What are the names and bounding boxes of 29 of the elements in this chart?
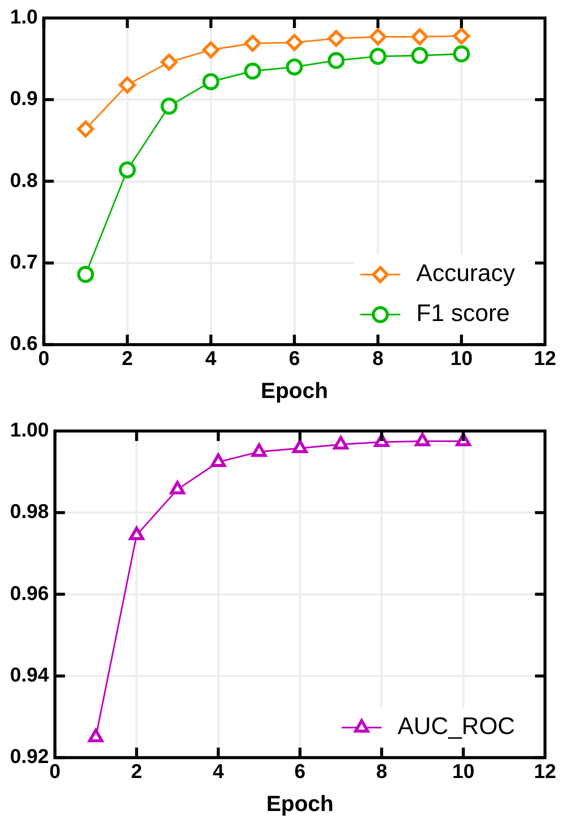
y-tick-label: 0.94 bbox=[10, 664, 50, 686]
x-tick-label: 6 bbox=[288, 348, 300, 370]
legend-label: Accuracy bbox=[416, 260, 516, 288]
legend-label: AUC_ROC bbox=[398, 713, 516, 740]
x-tick-label: 2 bbox=[122, 348, 133, 370]
y-tick-label: 0.92 bbox=[10, 746, 49, 768]
y-tick-label: 0.98 bbox=[10, 501, 49, 524]
x-tick-label: 12 bbox=[534, 761, 556, 784]
x-tick-label: 12 bbox=[534, 348, 556, 370]
y-tick-label: 0.7 bbox=[10, 251, 38, 274]
legend-label: F1 score bbox=[416, 300, 510, 328]
x-tick-label: 0 bbox=[49, 761, 60, 784]
x-axis-title: Epoch bbox=[266, 790, 334, 816]
x-tick-label: 8 bbox=[372, 348, 384, 370]
x-tick-label: 10 bbox=[450, 348, 473, 370]
y-tick-label: 1.0 bbox=[10, 6, 38, 29]
y-tick-label: 0.8 bbox=[10, 170, 38, 192]
x-tick-label: 6 bbox=[294, 761, 306, 784]
y-tick-label: 0.96 bbox=[10, 582, 49, 605]
x-axis-title: Epoch bbox=[260, 378, 328, 403]
x-tick-label: 10 bbox=[452, 761, 474, 784]
x-tick-label: 8 bbox=[376, 761, 388, 784]
x-tick-label: 4 bbox=[212, 761, 225, 784]
x-tick-label: 2 bbox=[131, 761, 142, 784]
y-tick-label: 0.6 bbox=[10, 333, 38, 356]
x-tick-label: 0 bbox=[38, 348, 50, 370]
y-tick-label: 1.00 bbox=[10, 420, 49, 442]
y-tick-label: 0.9 bbox=[10, 88, 38, 110]
x-tick-label: 4 bbox=[205, 348, 218, 370]
